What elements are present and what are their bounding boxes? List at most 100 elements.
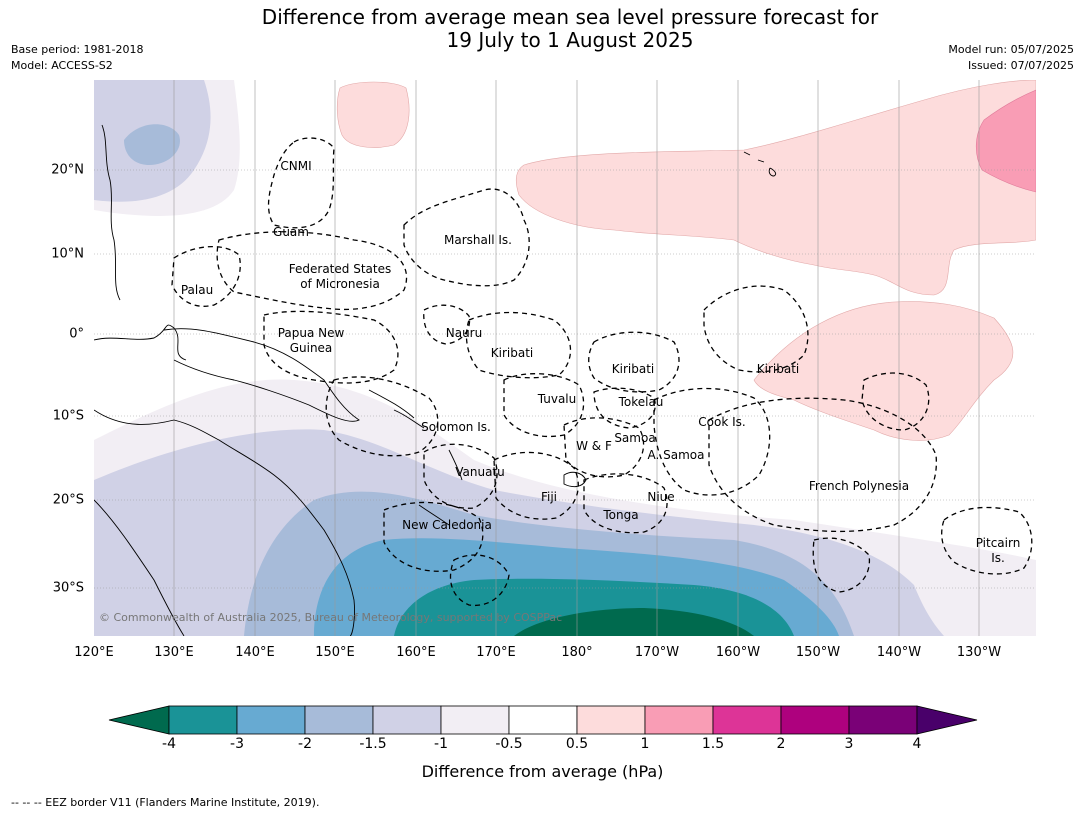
base-info: Base period: 1981-2018 Model: ACCESS-S2 bbox=[11, 42, 143, 74]
vanuatu-coast bbox=[448, 449, 463, 481]
label-tokelau: Tokelau bbox=[618, 395, 664, 409]
eez-pitcairn bbox=[941, 506, 1033, 575]
colorbar-cell bbox=[712, 705, 782, 735]
australia-coast bbox=[94, 409, 355, 636]
colorbar-cells bbox=[108, 705, 978, 735]
label-png-2: Guinea bbox=[290, 341, 333, 355]
colorbar-cell bbox=[780, 705, 850, 735]
label-tuvalu: Tuvalu bbox=[537, 392, 577, 406]
colorbar-cell bbox=[440, 705, 510, 735]
issued-text: Issued: 07/07/2025 bbox=[967, 59, 1074, 72]
colorbar bbox=[108, 705, 978, 735]
eez-kiribati-e bbox=[703, 285, 809, 373]
colorbar-cell bbox=[848, 705, 918, 735]
eez-new-caledonia bbox=[383, 501, 484, 572]
eez-cnmi bbox=[267, 137, 335, 229]
label-tonga: Tonga bbox=[602, 508, 638, 522]
x-tick: 170°W bbox=[634, 645, 680, 660]
x-tick: 150°E bbox=[315, 645, 355, 660]
colorbar-tick: 1.5 bbox=[701, 736, 725, 752]
eez-french-polynesia bbox=[708, 397, 938, 533]
eez-solomon bbox=[325, 376, 439, 457]
colorbar-tick: 2 bbox=[776, 736, 786, 752]
eez-tuvalu bbox=[503, 373, 585, 438]
eez-nauru bbox=[423, 304, 471, 345]
eez-palau bbox=[171, 245, 241, 307]
label-cook: Cook Is. bbox=[698, 415, 745, 429]
colorbar-extension-high bbox=[916, 705, 978, 735]
colorbar-tick: 0.5 bbox=[565, 736, 589, 752]
eez-fsm bbox=[216, 231, 408, 311]
eez-png bbox=[263, 310, 399, 384]
contour-plus-0-5-east bbox=[753, 301, 1014, 441]
colorbar-tick: -0.5 bbox=[495, 736, 523, 752]
new-guinea-coast bbox=[163, 328, 360, 422]
y-tick: 10°N bbox=[51, 246, 84, 262]
colorbar-cell bbox=[372, 705, 442, 735]
label-fsm-1: Federated States bbox=[289, 262, 391, 276]
eez-kiribati-w bbox=[465, 311, 572, 379]
colorbar-tick: 3 bbox=[844, 736, 854, 752]
label-fsm-2: of Micronesia bbox=[300, 277, 380, 291]
title-line-2: 19 July to 1 August 2025 bbox=[446, 28, 694, 52]
label-solomon: Solomon Is. bbox=[421, 420, 491, 434]
colorbar-tick: 4 bbox=[912, 736, 922, 752]
label-kiribati-w: Kiribati bbox=[491, 346, 533, 360]
colorbar-label: Difference from average (hPa) bbox=[421, 762, 664, 781]
x-tick: 140°E bbox=[235, 645, 275, 660]
base-period-text: Base period: 1981-2018 bbox=[11, 43, 144, 56]
eez-vanuatu bbox=[423, 443, 498, 509]
label-pitcairn-1: Pitcairn bbox=[976, 536, 1021, 550]
map-panel: CNMI Guam Marshall Is. Federated States … bbox=[94, 80, 1036, 636]
new-caledonia-coast bbox=[418, 504, 450, 526]
contour-plus-0-5-central bbox=[515, 80, 1036, 296]
colorbar-tick: -4 bbox=[162, 736, 176, 752]
eez-tonga-niue bbox=[583, 473, 668, 534]
eez-borders bbox=[171, 137, 1033, 607]
y-tick: 0° bbox=[69, 326, 84, 342]
label-nauru: Nauru bbox=[446, 326, 482, 340]
colorbar-tick: -2 bbox=[298, 736, 312, 752]
eez-kiribati-c bbox=[588, 331, 680, 393]
anomaly-map: CNMI Guam Marshall Is. Federated States … bbox=[94, 80, 1036, 636]
y-tick: 30°S bbox=[52, 580, 84, 596]
eez-legend-note: -- -- -- EEZ border V11 (Flanders Marine… bbox=[11, 796, 320, 809]
graticule bbox=[94, 80, 1036, 636]
solomon-coast bbox=[368, 389, 425, 429]
contour-nw-minus-1-5 bbox=[124, 124, 180, 165]
philippines-coast bbox=[101, 124, 121, 301]
coastlines bbox=[94, 124, 777, 636]
label-asamoa: A. Samoa bbox=[648, 448, 705, 462]
colorbar-cell bbox=[236, 705, 306, 735]
colorbar-extension-low bbox=[108, 705, 170, 735]
x-tick: 130°W bbox=[956, 645, 1002, 660]
x-tick: 160°W bbox=[715, 645, 761, 660]
chart-title: Difference from average mean sea level p… bbox=[0, 6, 1085, 52]
region-labels: CNMI Guam Marshall Is. Federated States … bbox=[181, 159, 1020, 565]
colorbar-tick: -3 bbox=[230, 736, 244, 752]
label-marshall: Marshall Is. bbox=[444, 233, 512, 247]
colorbar-tick: 1 bbox=[640, 736, 650, 752]
model-run-text: Model run: 05/07/2025 bbox=[948, 43, 1074, 56]
label-fiji: Fiji bbox=[541, 490, 557, 504]
eez-cook bbox=[653, 387, 771, 496]
copyright-notice: © Commonwealth of Australia 2025, Bureau… bbox=[99, 611, 562, 624]
contour-minus-4 bbox=[514, 608, 754, 636]
eez-eastern bbox=[812, 537, 871, 593]
y-tick: 10°S bbox=[52, 408, 84, 424]
eez-kiribati-line bbox=[861, 372, 930, 431]
label-png-1: Papua New bbox=[278, 326, 345, 340]
hawaii-coast bbox=[743, 151, 777, 177]
colorbar-tick: -1 bbox=[434, 736, 448, 752]
label-kiribati-e: Kiribati bbox=[757, 362, 799, 376]
label-vanuatu: Vanuatu bbox=[455, 465, 505, 479]
label-wf: W & F bbox=[576, 439, 612, 453]
colorbar-cell bbox=[168, 705, 238, 735]
colorbar-cell bbox=[508, 705, 578, 735]
model-text: Model: ACCESS-S2 bbox=[11, 59, 113, 72]
fiji-coast bbox=[563, 471, 587, 488]
contour-plus-1 bbox=[975, 89, 1036, 193]
eez-wf-samoa bbox=[563, 417, 645, 478]
colorbar-cell bbox=[304, 705, 374, 735]
x-tick: 130°E bbox=[154, 645, 194, 660]
